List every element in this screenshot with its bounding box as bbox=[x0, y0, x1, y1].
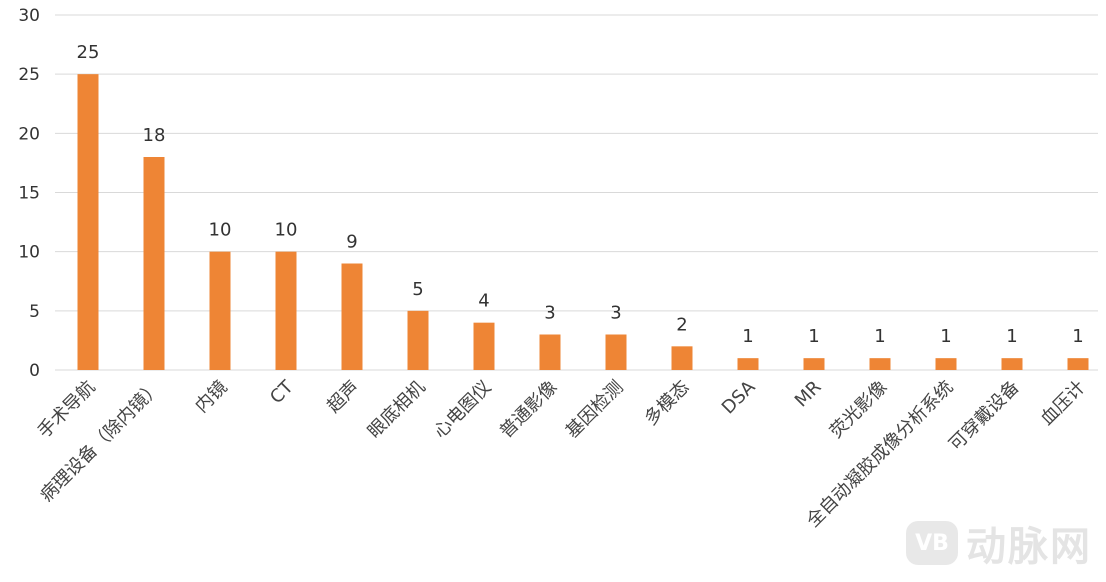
x-tick-label: 普通影像 bbox=[496, 377, 562, 443]
x-tick-label: 血压计 bbox=[1037, 377, 1090, 430]
bar bbox=[143, 157, 165, 370]
bar bbox=[869, 358, 891, 370]
y-tick-label: 5 bbox=[29, 302, 40, 322]
data-label: 1 bbox=[742, 326, 753, 347]
data-label: 1 bbox=[940, 326, 951, 347]
data-labels: 25 18 10 10 9 5 4 3 3 2 1 1 1 1 1 1 bbox=[77, 42, 1084, 347]
data-label: 1 bbox=[874, 326, 885, 347]
bar bbox=[671, 346, 693, 370]
bar bbox=[935, 358, 957, 370]
y-tick-label: 10 bbox=[18, 243, 40, 263]
bar bbox=[803, 358, 825, 370]
x-tick-label: MR bbox=[791, 377, 826, 412]
y-tick-label: 0 bbox=[29, 361, 40, 381]
watermark: VB 动脉网 bbox=[906, 514, 1092, 572]
data-label: 1 bbox=[1006, 326, 1017, 347]
bar bbox=[605, 334, 627, 370]
x-tick-label: 荧光影像 bbox=[826, 377, 892, 443]
x-tick-label: DSA bbox=[718, 376, 760, 418]
watermark-text: 动脉网 bbox=[966, 524, 1092, 570]
x-tick-label: 眼底相机 bbox=[364, 377, 430, 443]
y-tick-label: 30 bbox=[18, 6, 40, 26]
bar bbox=[473, 322, 495, 370]
data-label: 9 bbox=[346, 232, 357, 253]
x-tick-label: 超声 bbox=[323, 377, 363, 417]
watermark-logo: VB bbox=[906, 521, 958, 565]
y-tick-label: 20 bbox=[18, 124, 40, 144]
bar bbox=[209, 251, 231, 370]
data-label: 10 bbox=[275, 220, 298, 241]
data-label: 3 bbox=[544, 303, 555, 324]
data-label: 1 bbox=[1072, 326, 1083, 347]
bar bbox=[737, 358, 759, 370]
data-label: 10 bbox=[209, 220, 232, 241]
bar bbox=[539, 334, 561, 370]
x-tick-label: 多模态 bbox=[641, 377, 694, 430]
data-label: 18 bbox=[143, 125, 166, 146]
data-label: 25 bbox=[77, 42, 100, 63]
x-tick-label: 手术导航 bbox=[34, 377, 100, 443]
y-axis-ticks: 0 5 10 15 20 25 30 bbox=[18, 6, 40, 381]
bar bbox=[341, 263, 363, 370]
bars bbox=[77, 74, 1089, 371]
x-tick-label: 基因检测 bbox=[562, 377, 628, 443]
bar bbox=[1067, 358, 1089, 370]
x-tick-label: 心电图仪 bbox=[430, 377, 496, 443]
data-label: 1 bbox=[808, 326, 819, 347]
x-tick-label: 可穿戴设备 bbox=[945, 377, 1023, 455]
data-label: 2 bbox=[676, 314, 687, 335]
x-tick-label: CT bbox=[266, 376, 298, 408]
data-label: 5 bbox=[412, 279, 423, 300]
bar bbox=[407, 310, 429, 370]
y-tick-label: 25 bbox=[18, 65, 40, 85]
x-tick-label: 内镜 bbox=[191, 377, 231, 417]
data-label: 4 bbox=[478, 291, 489, 312]
bar bbox=[77, 74, 99, 371]
y-tick-label: 15 bbox=[18, 184, 40, 204]
bar bbox=[275, 251, 297, 370]
bar bbox=[1001, 358, 1023, 370]
data-label: 3 bbox=[610, 303, 621, 324]
x-tick-label: 病理设备（除内镜） bbox=[36, 377, 165, 506]
